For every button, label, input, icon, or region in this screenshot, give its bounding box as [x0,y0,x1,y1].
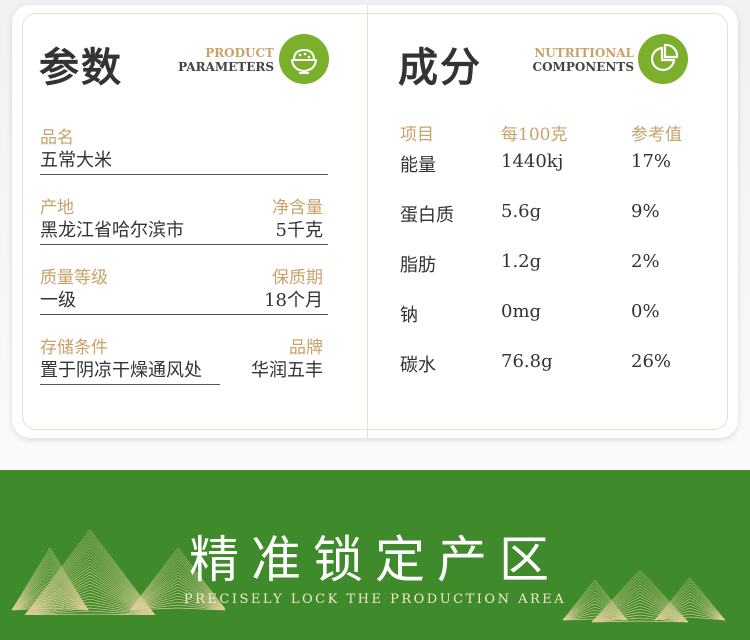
param-value: 华润五丰 [251,360,323,381]
params-en-title: PRODUCT PARAMETERS [178,46,274,74]
param-value: 五常大米 [40,150,112,171]
nutrition-header: 项目 [400,125,434,145]
param-label: 保质期 [272,268,323,288]
nutrition-cell: 26% [631,351,672,372]
nutrition-cell: 0% [631,301,660,322]
banner-subtitle: PRECISELY LOCK THE PRODUCTION AREA [183,592,567,607]
row-divider [40,384,220,385]
nutrition-cell: 17% [631,151,672,172]
divider [367,5,368,438]
param-label: 品名 [40,128,74,148]
nutrition-cell: 脂肪 [400,255,436,276]
nutrition-cell: 1440kj [501,151,564,172]
nutrition-cell: 钠 [400,305,418,326]
nutrition-cell: 碳水 [400,355,436,376]
banner-title: 精准锁定产区 [189,531,561,589]
rice-bowl-icon [279,34,329,84]
param-label: 质量等级 [40,268,108,288]
param-label: 存储条件 [40,338,108,358]
row-divider [40,314,328,315]
nutrition-title: 成分 [398,44,482,91]
param-value: 置于阴凉干燥通风处 [40,360,202,381]
mountains-right-icon [562,570,725,623]
param-value: 5千克 [275,220,323,241]
nutrition-cell: 蛋白质 [400,205,454,226]
params-title: 参数 [39,44,123,91]
param-label: 产地 [40,198,74,218]
nutrition-cell: 1.2g [501,251,542,272]
nutrition-cell: 0mg [501,301,542,322]
param-label: 品牌 [289,338,323,358]
param-value: 一级 [40,290,76,311]
info-card: 参数 PRODUCT PARAMETERS 品名 五常大米 产地 黑龙江省哈尔滨… [12,5,738,438]
nutrition-cell: 能量 [400,155,436,176]
param-value: 18个月 [264,290,323,311]
param-value: 黑龙江省哈尔滨市 [40,220,184,241]
pie-chart-icon [638,34,688,84]
nutrition-cell: 9% [631,201,660,222]
mountains-left-icon [11,530,225,615]
nutrition-en-title: NUTRITIONAL COMPONENTS [532,46,634,74]
param-label: 净含量 [272,198,323,218]
nutrition-cell: 5.6g [501,201,542,222]
row-divider [40,244,328,245]
nutrition-header: 每100克 [501,125,568,145]
nutrition-cell: 76.8g [501,351,553,372]
nutrition-cell: 2% [631,251,660,272]
nutrition-header: 参考值 [631,125,682,145]
production-area-banner: 精准锁定产区 PRECISELY LOCK THE PRODUCTION ARE… [0,470,750,640]
row-divider [40,174,328,175]
